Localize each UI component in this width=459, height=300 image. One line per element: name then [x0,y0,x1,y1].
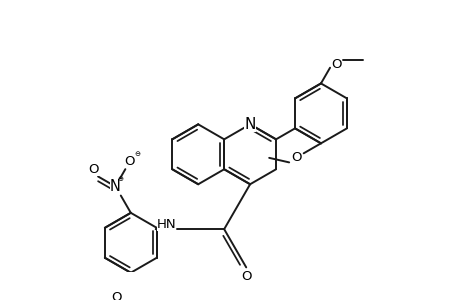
Text: $^{⊖}$: $^{⊖}$ [134,152,141,161]
Text: O: O [124,155,135,168]
Text: N: N [244,117,255,132]
Text: $^{⊕}$: $^{⊕}$ [117,176,124,186]
Text: O: O [111,291,121,300]
Text: O: O [88,163,99,176]
Text: HN: HN [157,218,176,231]
Text: O: O [330,58,341,70]
Text: N: N [110,179,121,194]
Text: O: O [291,152,301,164]
Text: O: O [241,270,251,283]
